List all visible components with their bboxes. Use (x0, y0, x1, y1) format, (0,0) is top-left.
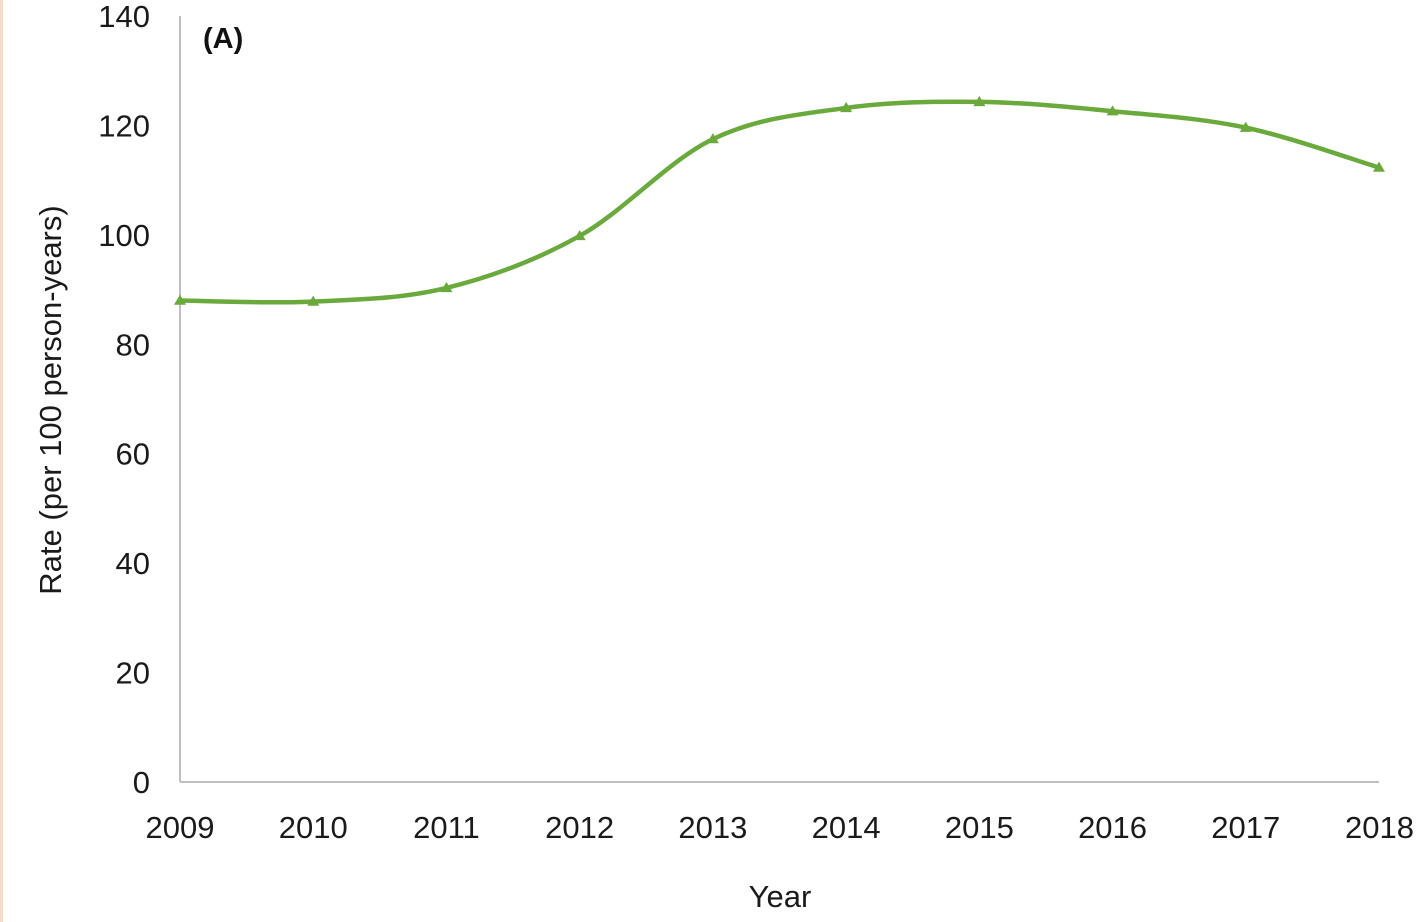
x-tick-label: 2012 (545, 810, 614, 845)
data-point-marker (440, 281, 453, 293)
y-tick-label: 0 (133, 765, 150, 800)
x-axis-title: Year (749, 879, 812, 914)
data-point-marker (1239, 121, 1252, 132)
x-axis: 2009 2010 2011 2012 2013 2014 2015 2016 2017 2018 (146, 781, 1414, 845)
x-tick-label: 2013 (678, 810, 747, 845)
data-point-marker (973, 95, 986, 107)
data-point-marker (1106, 105, 1119, 116)
data-point-marker (174, 294, 186, 305)
y-tick-label: 100 (98, 218, 150, 253)
x-tick-label: 2014 (812, 810, 881, 845)
x-tick-label: 2011 (413, 810, 480, 845)
data-point-marker (706, 133, 719, 144)
y-tick-label: 20 (116, 656, 150, 691)
page-edge-strip (0, 0, 3, 922)
y-tick-label: 120 (98, 108, 150, 143)
x-tick-label: 2018 (1345, 810, 1414, 845)
x-tick-label: 2017 (1211, 810, 1280, 845)
series-layer (174, 95, 1385, 306)
data-point-marker (573, 229, 586, 241)
data-point-marker (1373, 161, 1385, 172)
y-axis: 0 20 40 60 80 100 120 140 (98, 0, 181, 800)
y-tick-label: 80 (116, 327, 150, 362)
panel-label: (A) (203, 23, 243, 55)
y-tick-label: 40 (116, 546, 150, 581)
x-tick-label: 2009 (146, 810, 215, 845)
y-tick-label: 140 (98, 0, 150, 34)
series-line (177, 99, 1382, 305)
x-tick-label: 2010 (279, 810, 348, 845)
y-tick-labels: 0 20 40 60 80 100 120 140 (98, 0, 150, 800)
y-tick-label: 60 (116, 437, 150, 472)
x-tick-label: 2015 (945, 810, 1014, 845)
x-tick-labels: 2009 2010 2011 2012 2013 2014 2015 2016 2017 2018 (146, 810, 1414, 845)
data-point-marker (307, 295, 320, 306)
y-axis-title: Rate (per 100 person-years) (33, 205, 68, 594)
data-point-marker (840, 101, 853, 113)
x-tick-label: 2016 (1078, 810, 1147, 845)
